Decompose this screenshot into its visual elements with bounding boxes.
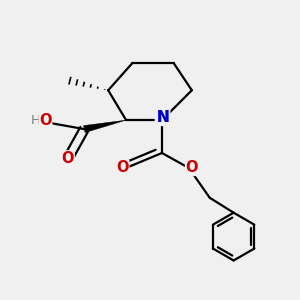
Text: H: H: [31, 114, 41, 127]
Text: O: O: [186, 160, 198, 175]
Text: N: N: [156, 110, 169, 125]
Text: O: O: [116, 160, 129, 175]
Text: O: O: [39, 112, 52, 128]
Text: N: N: [156, 110, 169, 125]
Text: O: O: [61, 151, 74, 166]
Text: N: N: [156, 110, 169, 125]
Polygon shape: [84, 120, 126, 133]
